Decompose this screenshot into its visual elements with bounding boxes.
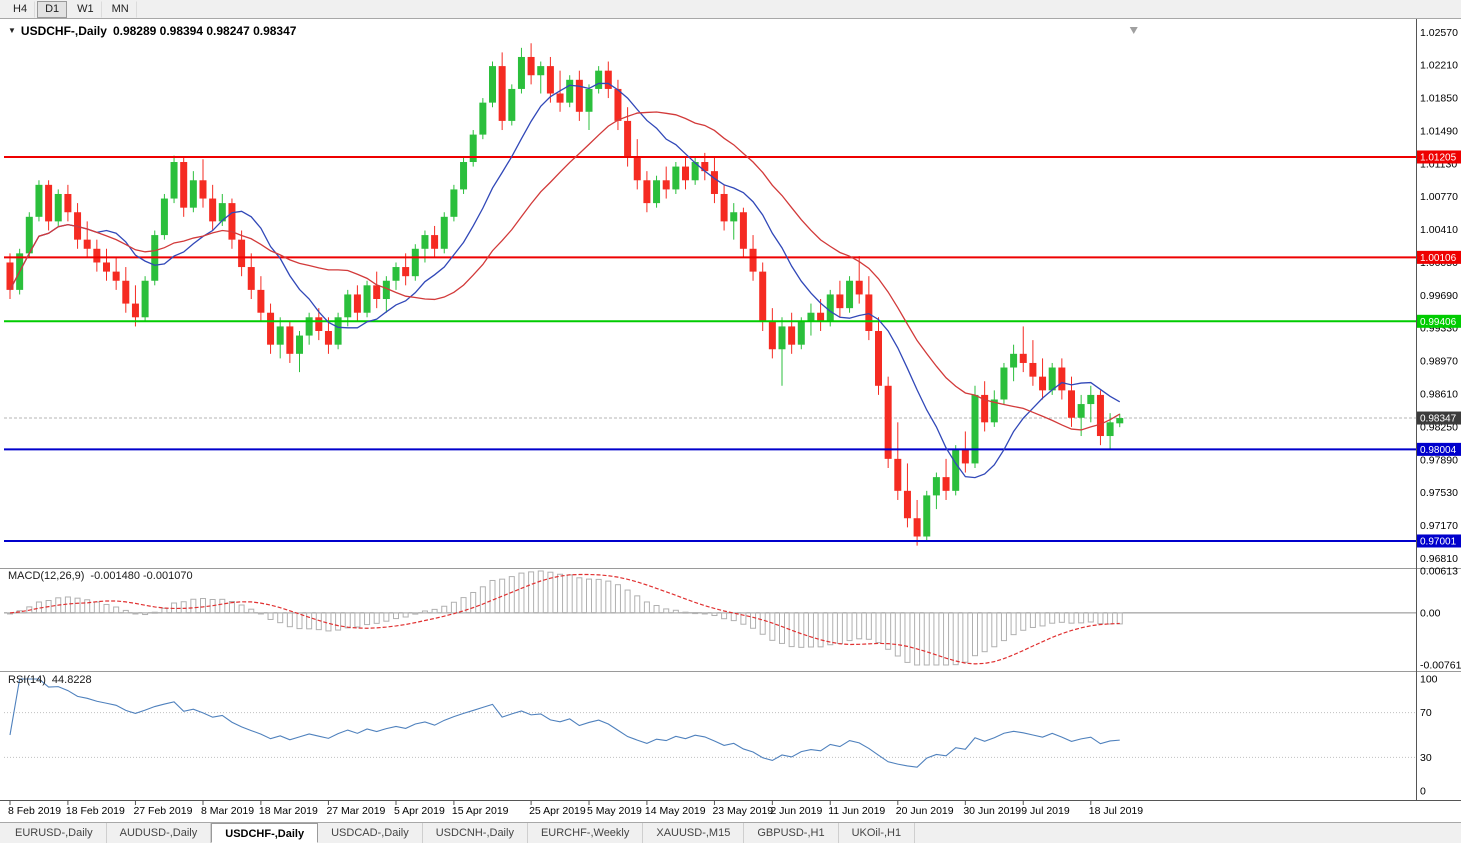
axis-label: 0.99690 [1420, 290, 1458, 302]
axis-label: 0.98610 [1420, 389, 1458, 401]
chart-tabs-bar: EURUSD-,Daily AUDUSD-,Daily USDCHF-,Daily U… [0, 822, 1461, 843]
macd-values: -0.001480 -0.001070 [90, 570, 193, 582]
axis-label: 1.00770 [1420, 191, 1458, 203]
rsi-value: 44.8228 [51, 674, 92, 686]
axis-label: 1.00106 [1420, 253, 1457, 264]
timeframe-button-mn[interactable]: MN [104, 0, 137, 18]
chart-tab-audusd[interactable]: AUDUSD-,Daily [107, 823, 212, 843]
price-badge [1417, 314, 1461, 328]
chart-title: ▼ USDCHF-,Daily 0.98289 0.98394 0.98247 0.… [8, 24, 302, 38]
axis-label: 0.97890 [1420, 454, 1458, 466]
axis-label: 1.02210 [1420, 60, 1458, 72]
axis-label: 0 [1420, 786, 1426, 798]
axis-label: 1.01205 [1420, 152, 1457, 163]
axis-label: 0.98970 [1420, 356, 1458, 368]
price-badge [1417, 411, 1461, 425]
chart-window: 1.02570 1.02210 1.01850 1.01490 1.01130 1.007… [0, 19, 1461, 822]
price-badge [1417, 534, 1461, 548]
date-label: 2 Jun 2019 [770, 805, 822, 817]
rsi-line [9, 678, 1120, 768]
price-chart[interactable]: 1.025701.022101.018501.014901.011301.007… [0, 19, 1461, 822]
date-axis: 8 Feb 2019 18 Feb 2019 27 Feb 2019 8 Mar 20… [8, 801, 1143, 817]
date-label: 27 Feb 2019 [133, 805, 192, 817]
axis-label: 70 [1420, 707, 1432, 719]
date-label: 23 May 2019 [712, 805, 773, 817]
date-label: 8 Mar 2019 [201, 805, 254, 817]
chart-ohlc-values: 0.98289 0.98394 0.98247 0.98347 [112, 24, 297, 38]
ma-slow-line [9, 111, 1121, 431]
date-label: 18 Jul 2019 [1089, 805, 1143, 817]
price-badge [1417, 442, 1461, 456]
date-label: 27 Mar 2019 [326, 805, 385, 817]
chart-shift [1129, 27, 1138, 34]
axis-label: 0.96810 [1420, 553, 1458, 565]
axis-label: 0.00 [1420, 607, 1441, 619]
chart-symbol-label: USDCHF-,Daily [20, 24, 107, 38]
axis-label: 0.97530 [1420, 487, 1458, 499]
rsi-panel [4, 678, 1416, 768]
macd-histogram [7, 570, 1123, 666]
date-label: 11 Jun 2019 [828, 805, 885, 817]
macd-panel [4, 570, 1416, 666]
support-resistance-lines [4, 155, 1416, 542]
macd-indicator-label: MACD(12,26,9) -0.001480 -0.001070 [8, 570, 199, 582]
chart-tab-usdcad[interactable]: USDCAD-,Daily [318, 823, 423, 843]
price-badge [1417, 150, 1461, 164]
axis-label: -0.00761 [1420, 660, 1461, 672]
date-label: 9 Jul 2019 [1021, 805, 1070, 817]
axis-label: 1.01850 [1420, 93, 1458, 105]
axis-label: 0.99406 [1420, 317, 1457, 328]
price-axis: 1.025701.022101.018501.014901.011301.007… [1420, 27, 1458, 565]
candlesticks [6, 43, 1124, 546]
date-label: 5 May 2019 [587, 805, 642, 817]
axis-label: 0.98004 [1420, 445, 1457, 456]
timeframe-button-d1[interactable]: D1 [37, 0, 68, 18]
chart-frame [0, 19, 1461, 801]
date-label: 15 Apr 2019 [452, 805, 509, 817]
chart-tab-usdchf[interactable]: USDCHF-,Daily [211, 823, 319, 843]
one-click-trading-toggle-icon[interactable]: ▼ [8, 26, 16, 35]
timeframe-button-w1[interactable]: W1 [69, 0, 102, 18]
ma-lines [9, 82, 1121, 479]
ma-fast-line [9, 82, 1121, 479]
macd-axis: 0.00613 0.00 -0.00761 [1420, 566, 1461, 672]
rsi-indicator-label: RSI(14) 44.8228 [8, 674, 98, 686]
price-badges: 1.01205 1.00106 0.99406 0.98004 0.97001 0.983… [1417, 150, 1461, 548]
date-label: 18 Mar 2019 [259, 805, 318, 817]
axis-label: 0.98347 [1420, 414, 1457, 425]
chart-tab-eurchf[interactable]: EURCHF-,Weekly [528, 823, 644, 843]
date-label: 5 Apr 2019 [394, 805, 445, 817]
date-label: 25 Apr 2019 [529, 805, 586, 817]
chart-tab-usdcnh[interactable]: USDCNH-,Daily [423, 823, 528, 843]
axis-label: 0.97001 [1420, 536, 1457, 547]
axis-label: 1.02570 [1420, 27, 1458, 39]
chart-tab-gbpusd[interactable]: GBPUSD-,H1 [744, 823, 839, 843]
chart-tab-ukoil[interactable]: UKOil-,H1 [839, 823, 916, 843]
macd-signal-line [9, 573, 1120, 665]
axis-label: 0.97170 [1420, 520, 1458, 532]
rsi-name: RSI(14) [8, 674, 46, 686]
price-badge [1417, 250, 1461, 264]
axis-label: 0.00613 [1420, 566, 1458, 578]
timeframe-toolbar: H4 D1 W1 MN [0, 0, 1461, 19]
axis-label: 30 [1420, 752, 1432, 764]
chart-tab-xauusd[interactable]: XAUUSD-,M15 [643, 823, 745, 843]
chart-shift-marker-icon[interactable] [1129, 27, 1138, 34]
date-label: 20 Jun 2019 [896, 805, 954, 817]
date-label: 8 Feb 2019 [8, 805, 61, 817]
date-label: 30 Jun 2019 [963, 805, 1021, 817]
rsi-axis: 100 70 30 0 [1420, 674, 1438, 798]
date-label: 14 May 2019 [645, 805, 706, 817]
chart-tab-eurusd[interactable]: EURUSD-,Daily [2, 823, 107, 843]
axis-label: 1.01490 [1420, 125, 1458, 137]
date-label: 18 Feb 2019 [66, 805, 125, 817]
macd-name: MACD(12,26,9) [8, 570, 85, 582]
timeframe-button-h4[interactable]: H4 [5, 0, 36, 18]
axis-label: 1.00410 [1420, 224, 1458, 236]
axis-label: 100 [1420, 674, 1438, 686]
